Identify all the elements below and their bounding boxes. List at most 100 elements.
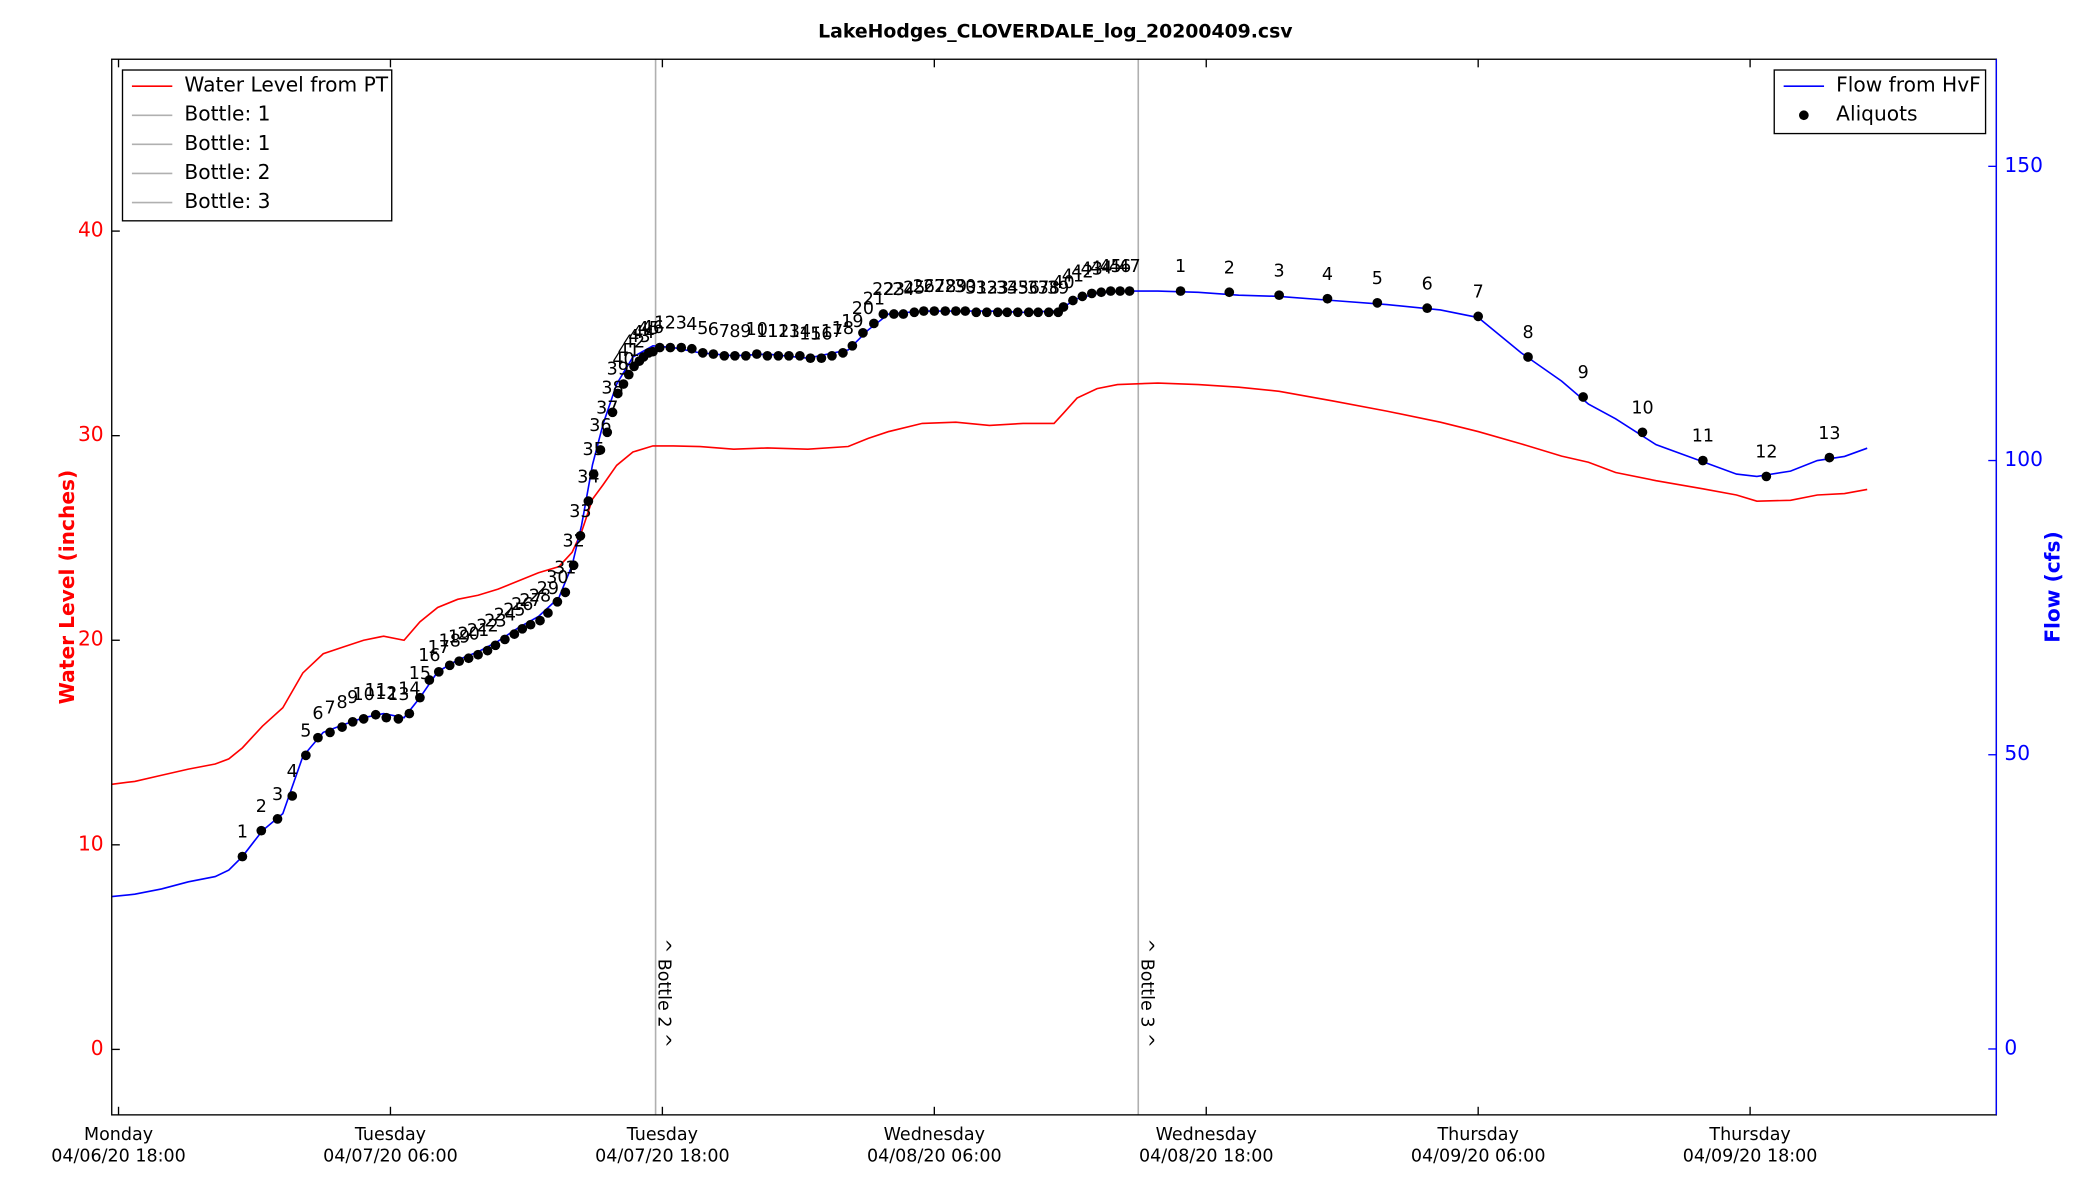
x-tick-label: Tuesday — [626, 1125, 698, 1145]
y-tick-label: 10 — [78, 831, 104, 855]
aliquot-point — [730, 350, 740, 361]
aliquot-label: 33 — [987, 278, 1009, 298]
aliquot-label: 8 — [1522, 323, 1533, 343]
aliquot-point — [588, 469, 599, 479]
aliquot-label: 23 — [484, 611, 506, 631]
aliquot-label: 37 — [596, 398, 618, 418]
aliquot-point — [805, 353, 816, 364]
aliquot-point — [971, 307, 982, 318]
aliquot-point — [560, 587, 571, 598]
aliquot-label: 28 — [934, 277, 956, 297]
aliquot-label: 9 — [1578, 363, 1589, 383]
aliquot-label: 4 — [287, 762, 298, 782]
aliquot-label: 19 — [841, 312, 863, 332]
aliquot-label: 14 — [789, 322, 811, 342]
aliquot-point — [909, 307, 920, 318]
aliquot-point — [543, 608, 553, 618]
aliquot-point — [940, 306, 951, 316]
aliquot-point — [795, 350, 805, 361]
aliquot-point — [325, 727, 335, 738]
y2-axis-label: Flow (cfs) — [2041, 531, 2065, 642]
bottle-annotation: ^ Bottle 2 ^ — [654, 938, 674, 1047]
legend-label: Bottle: 1 — [184, 131, 270, 155]
aliquot-point — [1002, 307, 1013, 318]
aliquot-label: 31 — [965, 278, 987, 298]
aliquot-label: 44 — [1090, 258, 1112, 278]
aliquot-label: 4 — [1322, 265, 1333, 285]
aliquot-point — [784, 350, 794, 361]
aliquot-label: 25 — [903, 278, 925, 298]
aliquot-point — [433, 666, 444, 677]
aliquot-point — [719, 350, 730, 361]
aliquot-point — [454, 656, 465, 667]
aliquot-point — [676, 342, 687, 353]
x-tick-label: 04/07/20 18:00 — [595, 1147, 730, 1167]
aliquot-point — [878, 309, 889, 319]
aliquot-label: 21 — [467, 621, 489, 641]
aliquot-label: 1 — [1175, 257, 1186, 277]
x-tick-label: 04/08/20 18:00 — [1139, 1147, 1274, 1167]
aliquot-point — [370, 709, 381, 720]
aliquot-label: 31 — [554, 558, 576, 578]
aliquot-point — [424, 675, 435, 685]
aliquot-point — [1175, 286, 1186, 296]
aliquot-label: 1 — [654, 314, 665, 334]
aliquot-label: 8 — [729, 322, 740, 342]
aliquot-label: 10 — [1631, 398, 1653, 418]
aliquot-point — [1043, 307, 1054, 318]
aliquot-point — [1105, 286, 1116, 296]
aliquot-label: 34 — [996, 278, 1018, 298]
aliquot-point — [463, 653, 474, 664]
aliquot-point — [981, 307, 992, 318]
aliquot-point — [1422, 303, 1433, 313]
aliquot-point — [583, 496, 594, 506]
aliquot-point — [1224, 287, 1235, 298]
aliquot-point — [773, 350, 784, 361]
aliquot-point — [889, 309, 899, 319]
aliquot-label: 27 — [923, 277, 945, 297]
aliquot-point — [992, 307, 1003, 318]
aliquot-label: 6 — [312, 704, 323, 724]
bottle-annotation: ^ Bottle 3 ^ — [1136, 938, 1156, 1047]
aliquot-label: 20 — [852, 299, 874, 319]
aliquot-point — [1096, 287, 1107, 298]
aliquot-label: 15 — [799, 324, 821, 344]
aliquot-label: 13 — [778, 322, 800, 342]
chart-title: LakeHodges_CLOVERDALE_log_20200409.csv — [818, 22, 1292, 43]
aliquot-label: 24 — [892, 280, 914, 300]
aliquot-point — [1824, 452, 1835, 463]
aliquot-point — [1274, 290, 1284, 301]
aliquot-label: 36 — [589, 416, 611, 436]
aliquot-point — [1322, 293, 1333, 304]
aliquot-label: 1 — [237, 823, 248, 843]
aliquot-label: 22 — [872, 280, 894, 300]
aliquot-label: 6 — [708, 320, 719, 340]
aliquot-label: 7 — [1473, 283, 1484, 303]
aliquot-label: 46 — [642, 318, 664, 338]
legend-box — [121, 69, 393, 222]
aliquot-label: 25 — [503, 600, 525, 620]
aliquot-label: 45 — [1100, 257, 1122, 277]
aliquot-point — [287, 791, 298, 801]
aliquot-point — [607, 407, 618, 418]
aliquot-point — [847, 340, 858, 351]
aliquot-label: 24 — [494, 606, 516, 626]
aliquot-label: 2 — [665, 314, 676, 334]
aliquot-point — [612, 388, 623, 399]
y-axis-label: Water Level (inches) — [55, 470, 79, 705]
aliquot-point — [337, 722, 347, 732]
aliquot-point — [1637, 427, 1648, 438]
aliquot-label: 40 — [1052, 273, 1074, 293]
aliquot-label: 26 — [913, 277, 935, 297]
aliquot-label: 34 — [577, 467, 599, 487]
aliquot-label: 13 — [1818, 424, 1840, 444]
aliquot-label: 35 — [583, 440, 605, 460]
aliquot-point — [509, 629, 520, 639]
y2-tick-label: 150 — [2004, 153, 2043, 177]
aliquot-point — [1086, 288, 1097, 299]
aliquot-label: 21 — [863, 290, 885, 310]
aliquot-point — [918, 306, 929, 316]
aliquot-point — [1077, 291, 1088, 302]
